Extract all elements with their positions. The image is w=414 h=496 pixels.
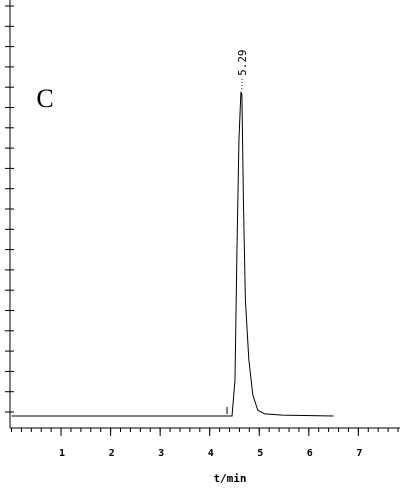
x-axis-label: t/min — [213, 472, 246, 485]
x-tick-label: 3 — [158, 448, 164, 459]
x-tick-label: 6 — [307, 448, 313, 459]
x-tick-label: 5 — [257, 448, 263, 459]
x-tick-label: 4 — [208, 448, 214, 459]
panel-label: C — [36, 84, 53, 113]
peak-label: 5.29 — [236, 49, 249, 76]
x-tick-label: 1 — [59, 448, 65, 459]
x-tick-label: 7 — [356, 448, 362, 459]
x-tick-label: 2 — [109, 448, 115, 459]
signal-line — [11, 91, 334, 417]
